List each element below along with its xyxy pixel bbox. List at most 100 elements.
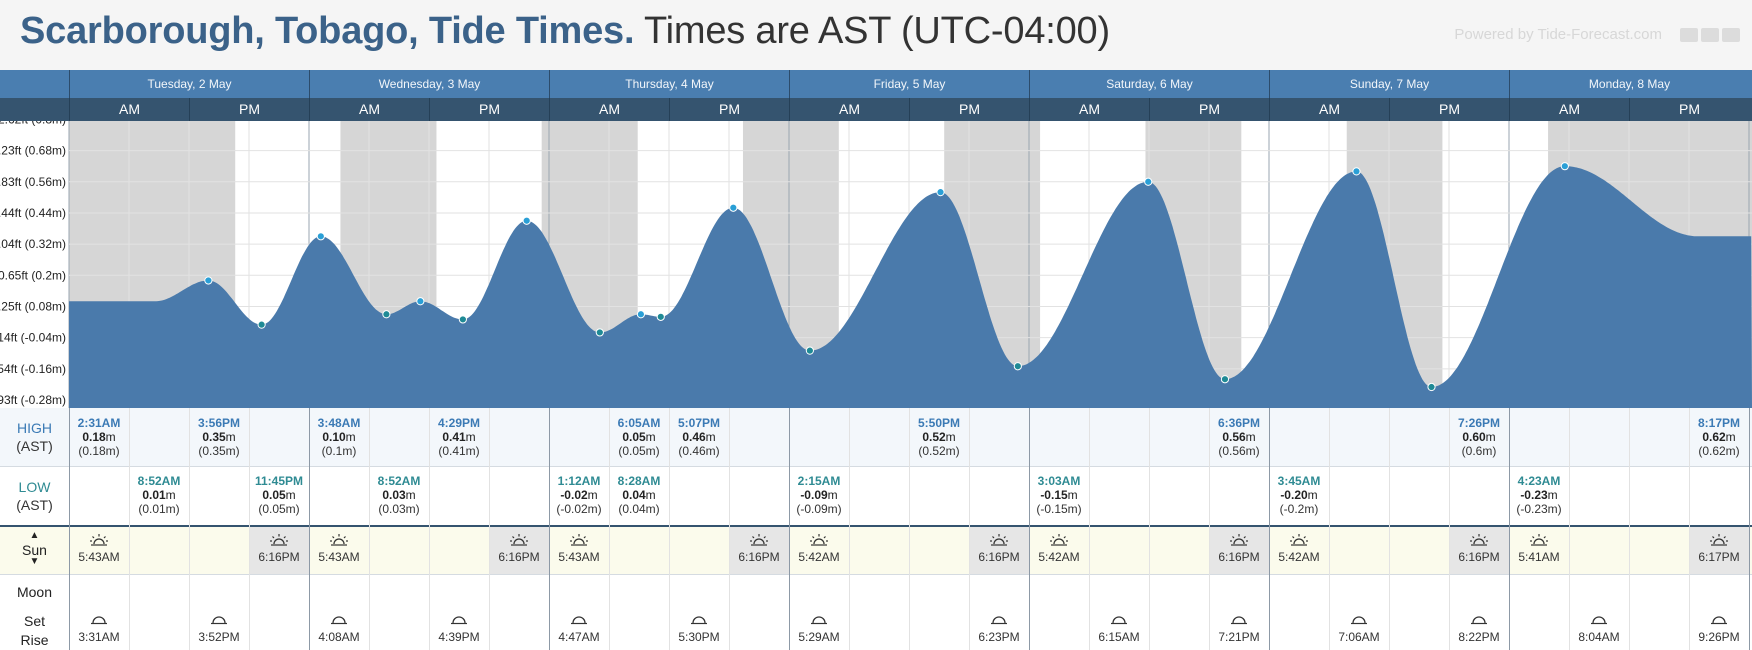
moon-cell: 4:47AM xyxy=(549,612,609,644)
grid-line-v xyxy=(549,408,550,650)
sunrise-cell: 5:42AM xyxy=(1269,533,1329,564)
moon-icon xyxy=(211,616,227,625)
tide-height-value: -0.09 xyxy=(800,488,828,502)
moon-cell: 9:26PM xyxy=(1689,612,1749,644)
moon-icon xyxy=(1471,616,1487,625)
tide-height-unit: m xyxy=(1547,488,1558,502)
sun-time: 6:16PM xyxy=(1218,550,1260,564)
moon-time: 8:04AM xyxy=(1578,630,1620,644)
tide-height-secondary: (0.03m) xyxy=(378,502,420,516)
moon-icon xyxy=(691,616,707,625)
sun-time: 6:17PM xyxy=(1698,550,1740,564)
grid-line-v xyxy=(489,408,490,650)
tide-height-unit: m xyxy=(345,430,356,444)
tide-height-unit: m xyxy=(1245,430,1256,444)
am-label: AM xyxy=(1269,98,1389,121)
tide-height-secondary: (0.41m) xyxy=(438,444,480,458)
tide-height-m: 0.62m xyxy=(1689,430,1749,444)
tide-height-secondary: (-0.23m) xyxy=(1516,502,1562,516)
sunrise-cell: 5:42AM xyxy=(789,533,849,564)
powered-by-link[interactable]: Powered by Tide-Forecast.com xyxy=(1454,26,1662,43)
sunset-cell: 6:16PM xyxy=(1449,533,1509,564)
tide-height-unit: m xyxy=(465,430,476,444)
y-tick-label: 2.62ft (0.8m) xyxy=(0,121,66,126)
moon-icon xyxy=(91,616,107,625)
moon-icon xyxy=(331,616,347,625)
tide-height-m: 0.56m xyxy=(1209,430,1269,444)
pm-label: PM xyxy=(669,98,789,121)
moon-cell: 6:15AM xyxy=(1089,612,1149,644)
sun-time: 6:16PM xyxy=(258,550,300,564)
moon-set-label: Set xyxy=(23,613,45,629)
page-title: Scarborough, Tobago, Tide Times. Times a… xyxy=(20,10,1110,53)
ampm-header: AM PM AM PM AM PM AM PM AM PM AM PM AM PM xyxy=(0,98,1752,121)
y-tick-label: 2.23ft (0.68m) xyxy=(0,144,66,158)
tide-height-unit: m xyxy=(705,430,716,444)
low-tide-cell: 8:28AM 0.04m (0.04m) xyxy=(609,474,669,516)
moon-cell: 4:39PM xyxy=(429,612,489,644)
moon-time: 9:26PM xyxy=(1698,630,1740,644)
tide-height-secondary: (0.04m) xyxy=(618,502,660,516)
logo-icon xyxy=(1680,28,1698,42)
high-row-label: HIGH xyxy=(17,420,52,436)
low-tide-cell: 8:52AM 0.03m (0.03m) xyxy=(369,474,429,516)
grid-line-v xyxy=(849,408,850,650)
tide-height-m: -0.02m xyxy=(549,488,609,502)
moon-time: 6:23PM xyxy=(978,630,1020,644)
tide-height-m: 0.41m xyxy=(429,430,489,444)
sunset-icon xyxy=(1470,534,1488,546)
tide-time: 3:56PM xyxy=(197,416,241,430)
y-tick-label: 1.83ft (0.56m) xyxy=(0,175,66,189)
moon-icon xyxy=(1351,616,1367,625)
grid-line-v xyxy=(1149,408,1150,650)
am-label: AM xyxy=(789,98,909,121)
grid-line-v xyxy=(1269,408,1270,650)
moon-icon xyxy=(1111,616,1127,625)
sunset-cell: 6:16PM xyxy=(1209,533,1269,564)
tide-height-unit: m xyxy=(1307,488,1318,502)
sun-time: 5:43AM xyxy=(558,550,600,564)
low-tide-point xyxy=(805,346,814,355)
moon-cell: 3:31AM xyxy=(69,612,129,644)
moon-cell: 7:21PM xyxy=(1209,612,1269,644)
tide-height-unit: m xyxy=(165,488,176,502)
tide-height-value: 0.60 xyxy=(1462,430,1486,444)
tide-height-m: 0.10m xyxy=(309,430,369,444)
tide-height-unit: m xyxy=(1067,488,1078,502)
sun-up-arrow[interactable]: ▲ xyxy=(29,530,40,541)
tide-height-value: -0.15 xyxy=(1040,488,1068,502)
low-tide-cell: 2:15AM -0.09m (-0.09m) xyxy=(789,474,849,516)
tide-height-m: -0.23m xyxy=(1509,488,1569,502)
sunrise-icon xyxy=(810,534,828,546)
tide-time: 8:52AM xyxy=(137,474,181,488)
sun-time: 5:42AM xyxy=(798,550,840,564)
moon-cell: 8:22PM xyxy=(1449,612,1509,644)
tide-height-secondary: (0.1m) xyxy=(321,444,357,458)
tide-height-secondary: (-0.2m) xyxy=(1279,502,1319,516)
sun-time: 6:16PM xyxy=(1458,550,1500,564)
sun-row-label: Sun xyxy=(22,542,47,558)
high-tide-cell: 5:07PM 0.46m (0.46m) xyxy=(669,416,729,458)
pm-label: PM xyxy=(189,98,309,121)
sun-down-arrow[interactable]: ▼ xyxy=(29,556,40,567)
grid-line-v xyxy=(1629,408,1630,650)
tide-height-m: 0.03m xyxy=(369,488,429,502)
grid-line-v xyxy=(1089,408,1090,650)
grid-line-v xyxy=(189,408,190,650)
tide-time: 5:50PM xyxy=(917,416,961,430)
sun-time: 5:43AM xyxy=(318,550,360,564)
moon-cell: 6:23PM xyxy=(969,612,1029,644)
high-tide-cell: 2:31AM 0.18m (0.18m) xyxy=(69,416,129,458)
grid-line-v xyxy=(669,408,670,650)
sunrise-icon xyxy=(330,534,348,546)
low-row-label: LOW xyxy=(18,479,51,495)
tide-height-secondary: (0.52m) xyxy=(918,444,960,458)
low-tide-point xyxy=(1427,382,1436,392)
tide-height-unit: m xyxy=(587,488,598,502)
tide-height-m: -0.09m xyxy=(789,488,849,502)
moon-time: 4:47AM xyxy=(558,630,600,644)
am-label: AM xyxy=(1029,98,1149,121)
moon-time: 7:06AM xyxy=(1338,630,1380,644)
pm-label: PM xyxy=(1149,98,1269,121)
sun-time: 6:16PM xyxy=(498,550,540,564)
